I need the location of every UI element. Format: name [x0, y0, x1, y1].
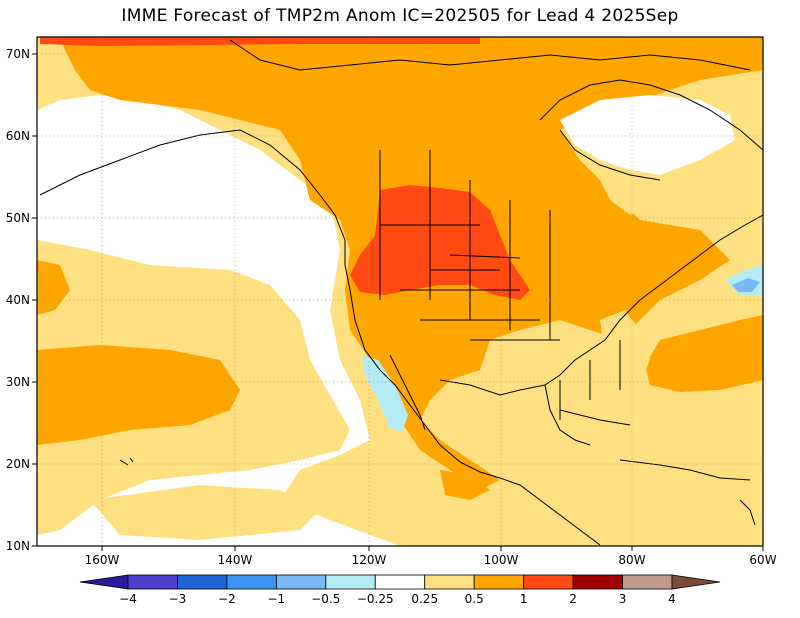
colorbar-segment — [473, 574, 525, 590]
anomaly-region-0-5 — [440, 470, 490, 500]
graticule — [37, 37, 763, 546]
lat-label: 20N — [6, 457, 30, 471]
colorbar-segment — [226, 574, 277, 590]
colorbar-label: −3 — [169, 592, 187, 606]
colorbar-segment — [424, 574, 475, 590]
colorbar-segment — [127, 574, 178, 590]
anomaly-region-1 — [350, 185, 530, 300]
anomaly-region-0-25 — [90, 485, 320, 540]
colorbar-label: −2 — [218, 592, 236, 606]
lon-label: 80W — [618, 553, 645, 567]
colorbar-label: −0.25 — [357, 592, 394, 606]
colorbar-label: −4 — [119, 592, 137, 606]
colorbar-segment — [523, 574, 574, 590]
colorbar-segment — [79, 574, 129, 590]
anomaly-region-0-5 — [37, 345, 240, 445]
colorbar-label: 4 — [668, 592, 676, 606]
lat-label: 60N — [6, 129, 30, 143]
anomaly-region-0-25 — [600, 170, 650, 215]
colorbar-label: 0.5 — [465, 592, 484, 606]
anomaly-region-cool-0-25 — [362, 355, 408, 432]
colorbar-segment — [374, 574, 426, 590]
longitude-labels: 160W 140W 120W 100W 80W 60W — [85, 553, 777, 567]
map-title: IMME Forecast of TMP2m Anom IC=202505 fo… — [121, 6, 679, 26]
colorbar-label: 3 — [619, 592, 627, 606]
colorbar-label: −0.5 — [311, 592, 340, 606]
lon-label: 120W — [352, 553, 387, 567]
lat-label: 70N — [6, 47, 30, 61]
coastlines — [39, 39, 763, 546]
lon-label: 100W — [484, 553, 519, 567]
lon-label: 160W — [85, 553, 120, 567]
colorbar-segment — [177, 574, 228, 590]
colorbar-segment — [622, 574, 673, 590]
lat-label: 10N — [6, 539, 30, 553]
colorbar-segment — [572, 574, 623, 590]
map-frame — [36, 36, 764, 547]
anomaly-field — [37, 37, 763, 546]
lon-label: 140W — [218, 553, 253, 567]
anomaly-region-0-5 — [37, 260, 70, 315]
anomaly-region-0-5 — [645, 315, 763, 392]
colorbar-label: 2 — [569, 592, 577, 606]
latitude-labels: 70N 60N 50N 40N 30N 20N 10N — [6, 47, 30, 553]
colorbar-label: −1 — [268, 592, 286, 606]
lat-label: 40N — [6, 293, 30, 307]
lon-label: 60W — [749, 553, 776, 567]
colorbar-label: 1 — [520, 592, 528, 606]
lat-label: 50N — [6, 211, 30, 225]
anomaly-region-0-25 — [600, 310, 650, 385]
colorbar-segment — [275, 574, 327, 590]
colorbar-segment — [671, 574, 721, 590]
anomaly-region-cool-0-5 — [732, 278, 760, 292]
colorbar-label: 0.25 — [411, 592, 438, 606]
lat-label: 30N — [6, 375, 30, 389]
anomaly-region-1 — [40, 37, 480, 46]
colorbar: −4 −3 −2 −1 −0.5 −0.25 0.25 0.5 1 2 3 4 — [79, 574, 721, 606]
colorbar-segment — [325, 574, 376, 590]
neutral-region — [560, 95, 735, 175]
